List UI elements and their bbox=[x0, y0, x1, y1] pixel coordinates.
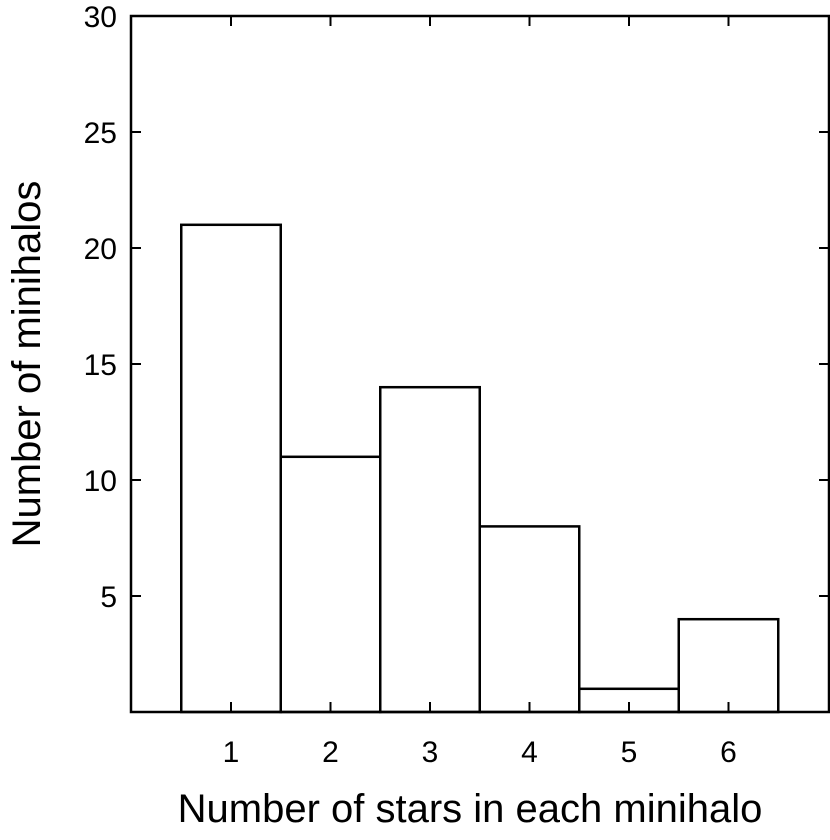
bar-3 bbox=[379, 385, 481, 714]
y-tick-label: 25 bbox=[84, 117, 117, 150]
y-tick-label: 15 bbox=[84, 349, 117, 382]
bar-6 bbox=[677, 617, 780, 714]
y-tick-label: 5 bbox=[100, 581, 117, 614]
bar-1 bbox=[180, 223, 282, 714]
plot-frame bbox=[129, 14, 830, 714]
x-tick-label: 3 bbox=[422, 736, 439, 769]
y-tick-label: 10 bbox=[84, 465, 117, 498]
x-tick-label: 6 bbox=[720, 736, 737, 769]
x-tick-label: 2 bbox=[322, 736, 339, 769]
bar-4 bbox=[478, 525, 581, 714]
x-axis-label: Number of stars in each minihalo bbox=[178, 787, 763, 831]
x-axis-ticks: 1 2 3 4 5 6 bbox=[223, 16, 737, 769]
x-tick-label: 4 bbox=[521, 736, 538, 769]
x-tick-label: 1 bbox=[223, 736, 240, 769]
y-axis-ticks: 5 10 15 20 25 30 bbox=[84, 1, 829, 614]
bars-group bbox=[180, 223, 780, 714]
y-tick-label: 20 bbox=[84, 233, 117, 266]
bar-2 bbox=[279, 455, 382, 714]
y-tick-label: 30 bbox=[84, 1, 117, 34]
y-axis-label: Number of minihalos bbox=[5, 181, 49, 548]
x-tick-label: 5 bbox=[621, 736, 638, 769]
